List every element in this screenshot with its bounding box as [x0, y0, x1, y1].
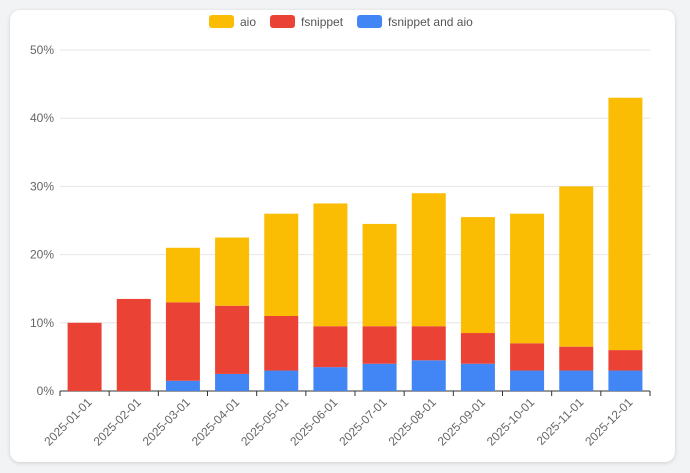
bar-fsnippet-2025-05-01 [264, 315, 299, 371]
y-tick-label: 30% [30, 179, 54, 193]
x-tick-label: 2025-08-01 [386, 395, 440, 449]
y-tick-label: 0% [37, 384, 55, 398]
bar-fsnippet-2025-01-01 [67, 322, 102, 391]
bar-aio-2025-05-01 [264, 213, 299, 316]
bar-fsnippet-2025-07-01 [362, 326, 397, 364]
bar-fsnippet-2025-08-01 [411, 326, 446, 361]
bar-aio-2025-10-01 [510, 213, 545, 344]
legend-swatch-fsnippet-and-aio[interactable] [357, 15, 383, 28]
legend-swatch-aio[interactable] [209, 15, 234, 28]
bar-fsnippet-and-aio-2025-05-01 [264, 370, 299, 391]
bar-aio-2025-03-01 [165, 247, 200, 303]
legend-label[interactable]: aio [240, 15, 256, 29]
bar-fsnippet-2025-09-01 [460, 333, 495, 364]
bar-aio-2025-08-01 [411, 193, 446, 327]
y-tick-label: 10% [30, 316, 54, 330]
bar-fsnippet-2025-06-01 [313, 326, 348, 368]
bar-fsnippet-and-aio-2025-10-01 [510, 370, 545, 391]
legend-label[interactable]: fsnippet and aio [388, 15, 473, 29]
bar-aio-2025-09-01 [460, 217, 495, 334]
y-tick-label: 40% [30, 111, 54, 125]
x-tick-label: 2025-01-01 [41, 395, 95, 449]
bar-fsnippet-2025-04-01 [215, 305, 250, 374]
bar-fsnippet-and-aio-2025-04-01 [215, 373, 250, 391]
bar-fsnippet-2025-02-01 [116, 298, 151, 391]
bar-aio-2025-11-01 [559, 186, 594, 347]
bar-aio-2025-06-01 [313, 203, 348, 327]
bar-fsnippet-and-aio-2025-08-01 [411, 360, 446, 391]
bar-fsnippet-and-aio-2025-09-01 [460, 363, 495, 391]
bar-fsnippet-and-aio-2025-06-01 [313, 367, 348, 391]
x-tick-label: 2025-10-01 [484, 395, 538, 449]
x-tick-label: 2025-09-01 [435, 395, 489, 449]
x-tick-label: 2025-03-01 [140, 395, 194, 449]
bar-aio-2025-12-01 [608, 97, 643, 351]
x-tick-label: 2025-11-01 [534, 395, 587, 448]
y-tick-label: 50% [30, 43, 54, 57]
x-tick-label: 2025-04-01 [189, 395, 243, 449]
legend-label[interactable]: fsnippet [301, 15, 344, 29]
bar-fsnippet-2025-10-01 [510, 343, 545, 371]
bar-fsnippet-and-aio-2025-11-01 [559, 370, 594, 391]
legend-swatch-fsnippet[interactable] [270, 15, 296, 28]
x-tick-label: 2025-02-01 [91, 395, 145, 449]
bar-fsnippet-2025-03-01 [165, 302, 200, 381]
bar-fsnippet-2025-11-01 [559, 346, 594, 371]
bar-fsnippet-and-aio-2025-07-01 [362, 363, 397, 391]
x-tick-label: 2025-07-01 [336, 395, 390, 449]
bar-fsnippet-and-aio-2025-12-01 [608, 370, 643, 391]
x-tick-label: 2025-06-01 [287, 395, 341, 449]
x-tick-label: 2025-12-01 [582, 395, 636, 449]
bar-fsnippet-2025-12-01 [608, 350, 643, 371]
bar-aio-2025-04-01 [215, 237, 250, 306]
x-tick-label: 2025-05-01 [238, 395, 292, 449]
bar-aio-2025-07-01 [362, 223, 397, 327]
y-tick-label: 20% [30, 248, 54, 262]
bar-fsnippet-and-aio-2025-03-01 [165, 380, 200, 391]
